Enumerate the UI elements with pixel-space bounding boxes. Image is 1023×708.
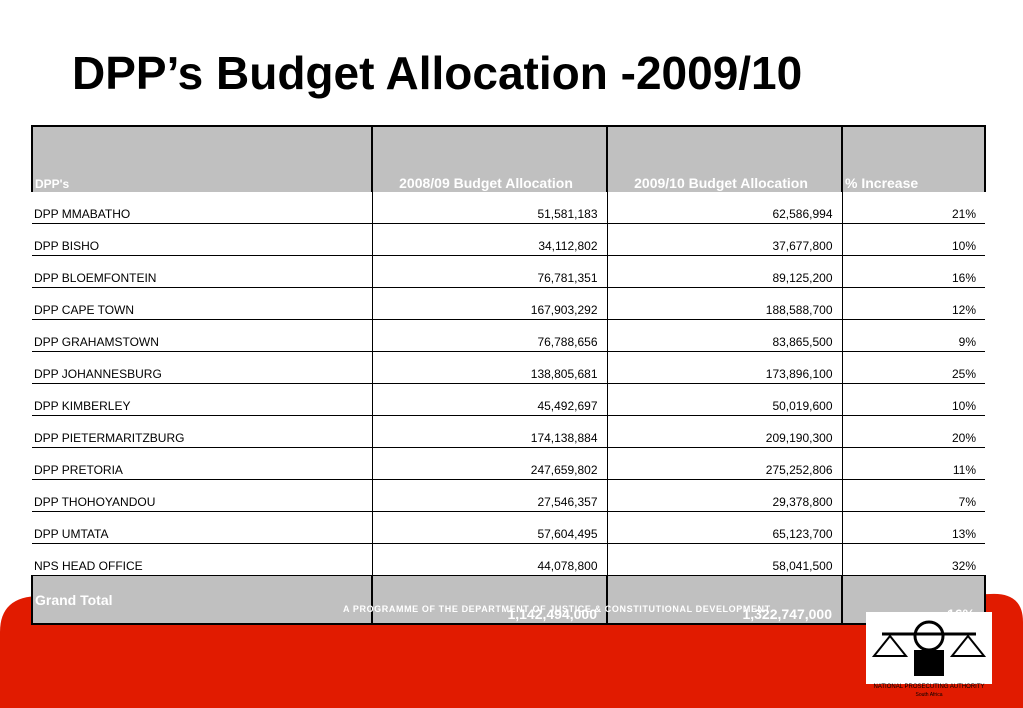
table-cell: 50,019,600 — [606, 383, 842, 416]
total-cell: Grand Total — [31, 575, 373, 625]
table-row: DPP UMTATA 57,604,495 65,123,700 13% — [32, 511, 985, 544]
table-cell: 16% — [841, 255, 985, 288]
table-row: DPP GRAHAMSTOWN 76,788,656 83,865,500 9% — [32, 319, 985, 352]
table-row: DPP BISHO 34,112,802 37,677,800 10% — [32, 223, 985, 256]
table-cell: 275,252,806 — [606, 447, 842, 480]
table-cell: 37,677,800 — [606, 223, 842, 256]
table-cell: DPP MMABATHO — [32, 192, 372, 224]
table-cell: 83,865,500 — [606, 319, 842, 352]
total-cell: 1,322,747,000 — [606, 575, 843, 625]
table-row: DPP CAPE TOWN 167,903,292 188,588,700 12% — [32, 287, 985, 320]
table-cell: DPP BLOEMFONTEIN — [32, 255, 372, 288]
table-cell: 45,492,697 — [371, 383, 607, 416]
column-header: % Increase — [841, 125, 986, 192]
table-row: DPP KIMBERLEY 45,492,697 50,019,600 10% — [32, 383, 985, 416]
table-row: DPP PIETERMARITZBURG 174,138,884 209,190,3… — [32, 415, 985, 448]
table-cell: DPP PIETERMARITZBURG — [32, 415, 372, 448]
slide-title: DPP’s Budget Allocation -2009/10 — [72, 47, 803, 99]
table-cell: DPP JOHANNESBURG — [32, 351, 372, 384]
table-cell: 65,123,700 — [606, 511, 842, 544]
table-cell: 25% — [841, 351, 985, 384]
table-row: DPP THOHOYANDOU 27,546,357 29,378,800 7% — [32, 479, 985, 512]
table-cell: 44,078,800 — [371, 543, 607, 576]
table-cell: 34,112,802 — [371, 223, 607, 256]
table-cell: 9% — [841, 319, 985, 352]
table-cell: 10% — [841, 383, 985, 416]
table-cell: DPP CAPE TOWN — [32, 287, 372, 320]
table-cell: DPP GRAHAMSTOWN — [32, 319, 372, 352]
table-cell: 138,805,681 — [371, 351, 607, 384]
table-row: DPP MMABATHO 51,581,183 62,586,994 21% — [32, 192, 985, 224]
table-cell: 10% — [841, 223, 985, 256]
table-cell: 247,659,802 — [371, 447, 607, 480]
table-row: NPS HEAD OFFICE 44,078,800 58,041,500 32% — [32, 543, 985, 576]
table-cell: 32% — [841, 543, 985, 576]
table-cell: 57,604,495 — [371, 511, 607, 544]
column-header: 2009/10 Budget Allocation — [606, 125, 843, 192]
table-cell: 76,788,656 — [371, 319, 607, 352]
table-cell: 13% — [841, 511, 985, 544]
budget-table: DPP's 2008/09 Budget Allocation 2009/10 Bu… — [31, 125, 986, 625]
table-cell: DPP PRETORIA — [32, 447, 372, 480]
table-cell: 12% — [841, 287, 985, 320]
table-cell: DPP THOHOYANDOU — [32, 479, 372, 512]
header-row: DPP's 2008/09 Budget Allocation 2009/10 Bu… — [31, 125, 986, 192]
footer-text: A PROGRAMME OF THE DEPARTMENT OF JUSTICE… — [343, 604, 771, 614]
table-cell: DPP BISHO — [32, 223, 372, 256]
table-cell: 20% — [841, 415, 985, 448]
logo — [866, 612, 992, 684]
table-cell: 167,903,292 — [371, 287, 607, 320]
logo-text: NATIONAL PROSECUTING AUTHORITY — [873, 684, 985, 690]
table-row: DPP JOHANNESBURG 138,805,681 173,896,100 25… — [32, 351, 985, 384]
column-header: DPP's — [31, 125, 373, 192]
logo-subtext: South Africa — [915, 692, 943, 698]
table-row: DPP BLOEMFONTEIN 76,781,351 89,125,200 16% — [32, 255, 985, 288]
table-cell: 174,138,884 — [371, 415, 607, 448]
table-cell: 173,896,100 — [606, 351, 842, 384]
table-cell: 209,190,300 — [606, 415, 842, 448]
table-cell: 51,581,183 — [371, 192, 607, 224]
table-cell: 7% — [841, 479, 985, 512]
table-cell: 89,125,200 — [606, 255, 842, 288]
table-cell: DPP UMTATA — [32, 511, 372, 544]
column-header: 2008/09 Budget Allocation — [371, 125, 608, 192]
table-cell: 29,378,800 — [606, 479, 842, 512]
table-row: DPP PRETORIA 247,659,802 275,252,806 11% — [32, 447, 985, 480]
table-cell: DPP KIMBERLEY — [32, 383, 372, 416]
table-cell: 188,588,700 — [606, 287, 842, 320]
table-cell: NPS HEAD OFFICE — [32, 543, 372, 576]
table-cell: 62,586,994 — [606, 192, 842, 224]
table-cell: 76,781,351 — [371, 255, 607, 288]
table-cell: 58,041,500 — [606, 543, 842, 576]
table-cell: 21% — [841, 192, 985, 224]
table-cell: 11% — [841, 447, 985, 480]
table-cell: 27,546,357 — [371, 479, 607, 512]
total-cell: 1,142,494,000 — [371, 575, 608, 625]
